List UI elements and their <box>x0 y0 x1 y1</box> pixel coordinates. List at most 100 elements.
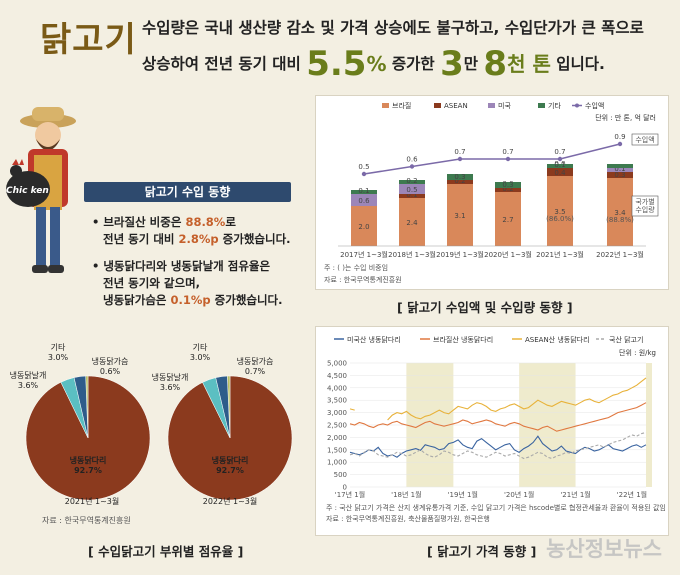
pie-slice-label: 3.6% <box>160 383 181 392</box>
line-x-tick: '17년 1월 <box>335 490 365 499</box>
chicken-logo: Chic ken <box>6 186 49 196</box>
pie-slice-label: 3.0% <box>48 353 69 362</box>
bar-segment <box>351 206 377 246</box>
bullet-1-line1: • 브라질산 비중은 88.8%로 <box>92 215 236 229</box>
headline-pct-unit: % <box>366 52 387 76</box>
bar-chart-panel: 브라질 ASEAN 미국 기타 수입액 단위 : 만 톤, 억 달러 2.0 0.6 0.1 20… <box>315 95 669 290</box>
shaded-period <box>646 363 652 487</box>
bar-data-label: 0.3 <box>614 171 625 179</box>
bar-segment <box>607 164 633 168</box>
page-title: 닭고기 <box>40 20 137 60</box>
line-chart-panel: 미국산 냉동닭다리 브라질산 냉동닭다리 ASEAN산 냉동닭다리 국산 닭고기 단위 … <box>315 326 669 536</box>
line-x-tick: '22년 1월 <box>617 490 647 499</box>
bar-data-label: 2.0 <box>358 223 369 231</box>
line-legend-label: 브라질산 냉동닭다리 <box>433 335 493 344</box>
pie-slice-label: 0.6% <box>100 367 121 376</box>
bar-segment <box>607 172 633 178</box>
bar-x-tick: 2022년 1~3월 <box>596 250 644 259</box>
bar-legend-label: 미국 <box>498 101 511 110</box>
pie-slice-label: 냉동닭다리 <box>212 455 249 465</box>
bar-data-label: 3.1 <box>454 212 465 220</box>
headline-n2: 8 <box>483 44 508 84</box>
line-y-tick: 4,500 <box>327 372 347 380</box>
trend-banner: 닭고기 수입 동향 <box>84 182 291 202</box>
line-y-tick: 3,000 <box>327 409 347 417</box>
bar-data-label: 0.1 <box>614 165 625 173</box>
headline-line2: 상승하여 전년 동기 대비 5.5% 증가한 3만 8천 톤 입니다. <box>142 44 605 84</box>
bar-data-label: 0.1 <box>554 161 565 169</box>
line-series <box>349 402 647 432</box>
bar-unit: 단위 : 만 톤, 억 달러 <box>595 113 656 122</box>
bar-segment <box>399 184 425 194</box>
bar-segment <box>351 190 377 194</box>
pie-source: 자료 : 한국무역통계진흥원 <box>42 516 131 525</box>
line-y-tick: 2,500 <box>327 422 347 430</box>
line-legend-label: ASEAN산 냉동닭다리 <box>525 335 590 344</box>
bar-data-label: 2.7 <box>502 216 513 224</box>
line-y-tick: 4,000 <box>327 384 347 392</box>
bar-data-label: 0.6 <box>358 197 370 205</box>
bar-segment <box>607 168 633 172</box>
pie-caption: [ 수입닭고기 부위별 점유율 ] <box>88 544 244 559</box>
bar-share-label: (86.0%) <box>546 215 574 223</box>
bullet-2-line1: • 냉동닭다리와 냉동닭날개 점유율은 <box>92 259 271 273</box>
line-source: 자료 : 한국무역통계진흥원, 축산물품질평가원, 한국은행 <box>326 514 490 523</box>
bar-segment <box>399 198 425 246</box>
line-series <box>349 377 647 421</box>
bar-data-label: 2.4 <box>406 219 418 227</box>
bar-x-tick: 2021년 1~3월 <box>536 250 584 259</box>
bar-legend-marker <box>575 103 579 108</box>
bar-legend-label: ASEAN <box>444 102 468 110</box>
tag-import-value <box>631 133 659 146</box>
bar-share-label: (88.8%) <box>606 216 634 224</box>
import-value-label: 0.6 <box>406 156 418 164</box>
line-chart-caption: [ 닭고기 가격 동향 ] <box>427 544 537 559</box>
import-value-label: 0.7 <box>502 148 513 156</box>
line-y-tick: 0 <box>343 484 347 492</box>
import-value-point <box>457 156 463 162</box>
bar-data-label: 0.2 <box>406 177 417 185</box>
pie-slice-label: 냉동닭날개 <box>152 372 189 382</box>
pie-slice-label: 0.7% <box>245 367 266 376</box>
tag-country-volume-text: 국가별 <box>635 197 654 206</box>
bar-source: 자료 : 한국무역통계진흥원 <box>324 275 402 284</box>
bar-data-label: 0.4 <box>554 169 566 177</box>
import-value-line <box>363 143 621 175</box>
import-value-point <box>361 171 367 177</box>
import-value-point <box>557 156 563 162</box>
headline-n1: 3 <box>440 44 464 84</box>
pie-period-label: 2022년 1~3월 <box>203 496 258 506</box>
bar-legend-label: 기타 <box>548 101 561 110</box>
bar-segment <box>447 184 473 246</box>
line-unit: 단위 : 원/kg <box>619 348 656 357</box>
bar-segment <box>447 174 473 180</box>
line-x-tick: '20년 1월 <box>504 490 534 499</box>
line-x-tick: '19년 1월 <box>448 490 478 499</box>
watermark: 농산정보뉴스 <box>546 537 662 561</box>
bar-data-label: 0.3 <box>502 181 513 189</box>
bar-x-tick: 2020년 1~3월 <box>484 250 532 259</box>
import-value-point <box>505 156 511 162</box>
tag-country-volume <box>631 195 659 217</box>
pie-slice-label: 92.7% <box>74 466 102 475</box>
bar-data-label: 0.3 <box>454 173 465 181</box>
bar-data-label: 3.4 <box>614 209 626 217</box>
bar-data-label: 0.2 <box>454 177 465 185</box>
pie-slice <box>73 375 89 439</box>
bar-segment <box>547 168 573 176</box>
import-value-point <box>617 141 623 147</box>
pie-slice-label: 냉동닭날개 <box>10 370 47 380</box>
import-value-label: 0.5 <box>358 163 369 171</box>
import-value-label: 0.7 <box>554 148 565 156</box>
bullet-2-line2: 전년 동기와 같으며, <box>103 276 201 290</box>
line-y-tick: 1,500 <box>327 446 347 454</box>
line-y-tick: 5,000 <box>327 360 347 368</box>
line-y-tick: 2,000 <box>327 434 347 442</box>
headline-mid: 증가한 <box>391 55 435 73</box>
bar-legend-swatch <box>488 103 495 108</box>
bar-legend-swatch <box>434 103 441 108</box>
line-chart: 미국산 냉동닭다리 브라질산 냉동닭다리 ASEAN산 냉동닭다리 국산 닭고기단위 … <box>326 335 666 523</box>
bar-data-label: 0.1 <box>406 191 417 199</box>
bullet-1-line2: 전년 동기 대비 2.8%p 증가했습니다. <box>103 232 291 246</box>
